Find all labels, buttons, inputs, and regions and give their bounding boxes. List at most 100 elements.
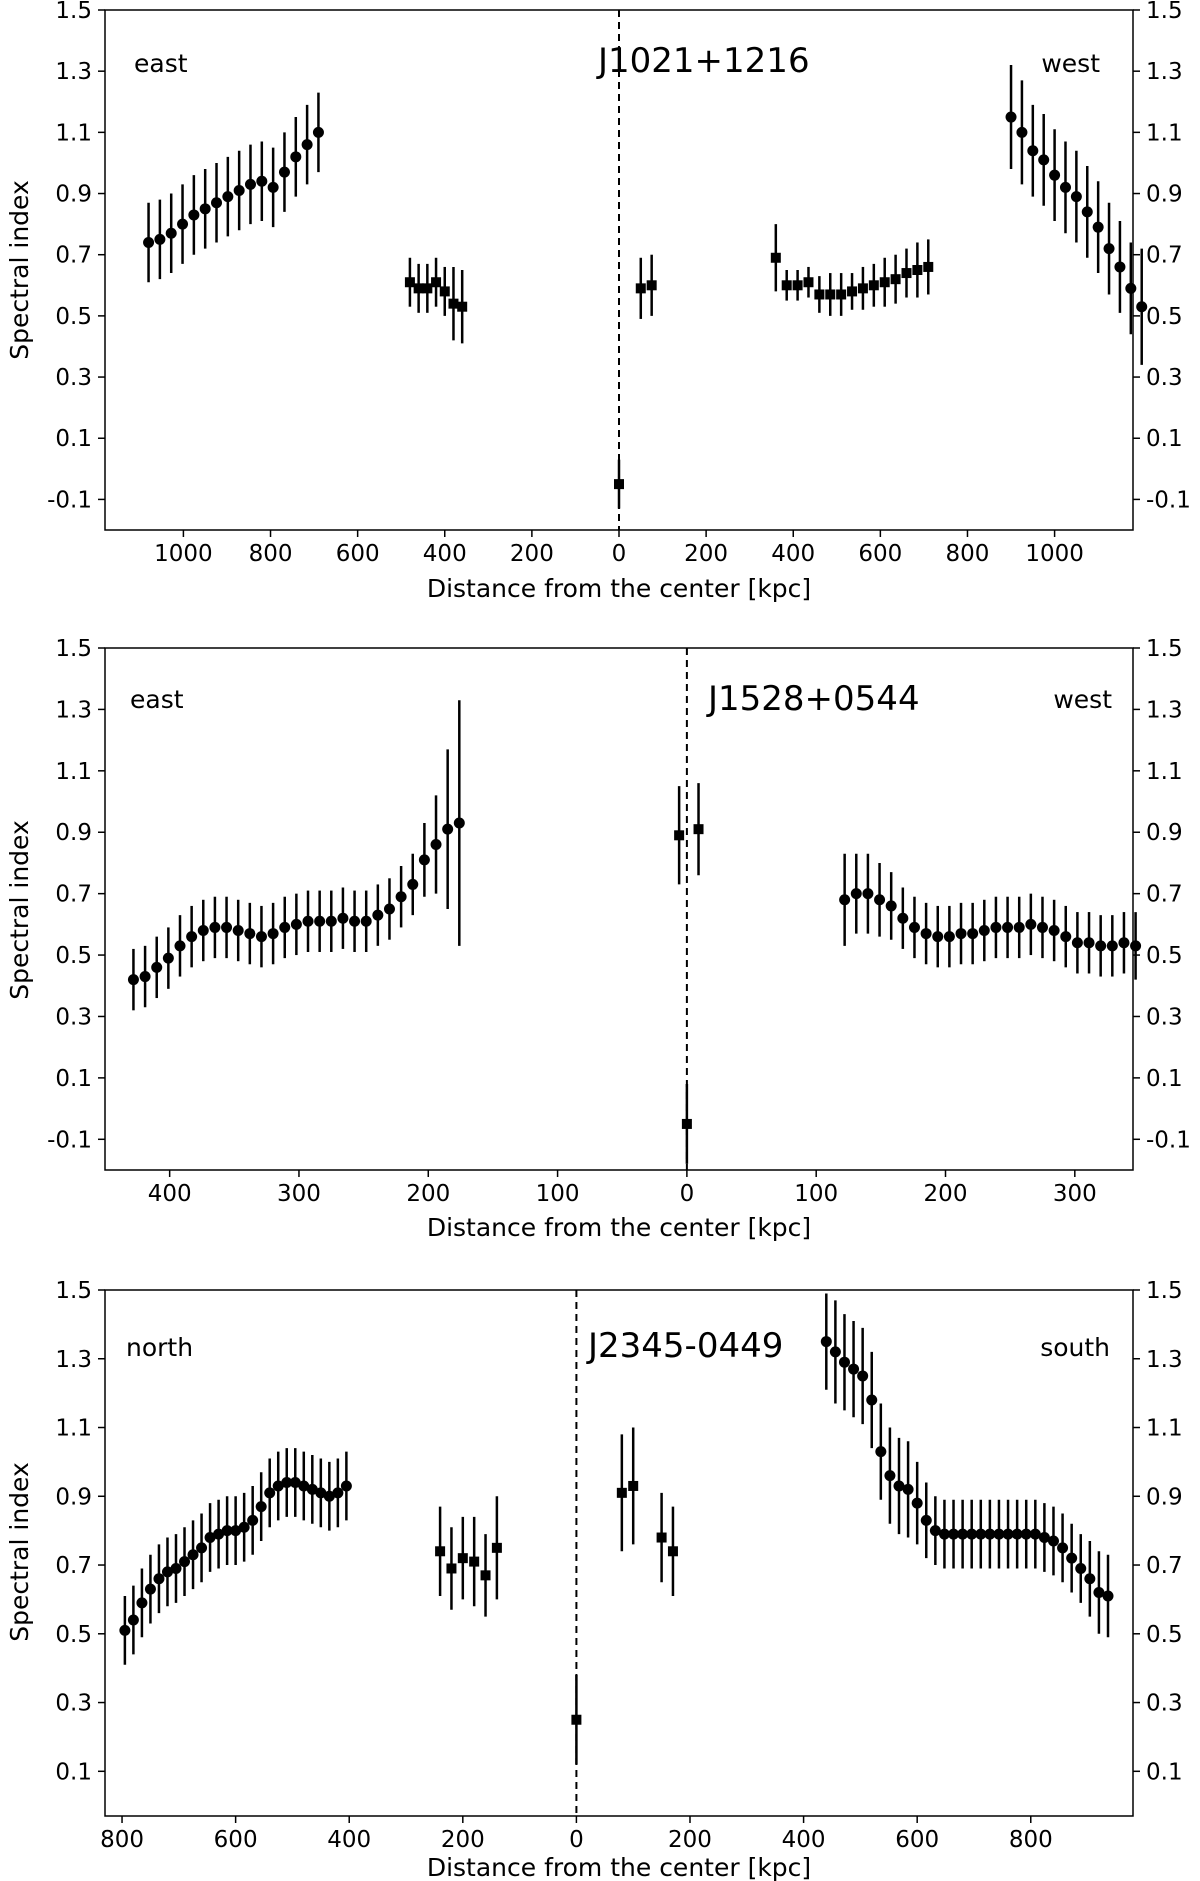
data-point-circle [1070, 191, 1082, 203]
x-tick-label: 1000 [154, 541, 213, 567]
data-point-square [681, 1118, 692, 1129]
data-point-circle [222, 191, 234, 203]
data-point-square [480, 1570, 491, 1581]
data-point-circle [1081, 206, 1093, 218]
data-point-circle [932, 931, 944, 943]
data-point-square [435, 1546, 446, 1557]
data-point-circle [143, 236, 155, 248]
data-point-circle [838, 1356, 850, 1368]
x-tick-label: 100 [794, 1181, 838, 1207]
y-tick-label-right: 1.5 [1146, 636, 1183, 662]
y-tick-label-left: 1.1 [55, 120, 92, 146]
y-tick-label-left: 1.5 [55, 0, 92, 24]
data-point-circle [1049, 169, 1061, 181]
data-point-square [836, 289, 847, 300]
y-tick-label-right: 1.3 [1146, 1347, 1183, 1373]
panel-j1528-0544: 400 300 200 100 0 100 200 300 -0.1 -0.1 0.1 0.1 0.3 0… [5, 636, 1191, 1242]
data-point-circle [897, 912, 909, 924]
x-tick-label: 400 [148, 1181, 192, 1207]
y-tick-label-right: 0.9 [1146, 820, 1183, 846]
data-point-circle [418, 854, 430, 866]
data-point-circle [1038, 1532, 1050, 1544]
x-axis-label: Distance from the center [kpc] [427, 1213, 811, 1242]
data-point-circle [948, 1528, 960, 1540]
data-point-circle [1071, 937, 1083, 949]
data-point-square [901, 268, 912, 279]
data-point-circle [289, 1477, 301, 1489]
data-point-square [656, 1532, 667, 1543]
data-point-square [491, 1542, 502, 1553]
left-direction-label: east [134, 49, 188, 78]
data-point-circle [1013, 921, 1025, 933]
x-tick-label: 800 [100, 1827, 144, 1853]
data-point-circle [161, 1566, 173, 1578]
plot-frame [104, 647, 1134, 1171]
y-tick-label-right: 0.5 [1146, 943, 1183, 969]
data-point-circle [238, 1521, 250, 1533]
data-point-circle [920, 1514, 932, 1526]
data-point-circle [255, 931, 267, 943]
data-point-circle [255, 1501, 267, 1513]
data-point-circle [256, 175, 268, 187]
x-tick-label: 300 [1053, 1181, 1097, 1207]
data-point-circle [165, 227, 177, 239]
y-tick-label-left: -0.1 [47, 1127, 92, 1153]
data-point-circle [1083, 937, 1095, 949]
data-point-square [667, 1546, 678, 1557]
data-point-circle [154, 233, 166, 245]
y-tick-label-right: 1.3 [1146, 697, 1183, 723]
data-point-circle [862, 888, 874, 900]
data-point-circle [290, 918, 302, 930]
y-tick-label-left: 0.1 [55, 1759, 92, 1785]
y-tick-label-right: 0.3 [1146, 1691, 1183, 1717]
data-point-circle [144, 1583, 156, 1595]
data-point-circle [127, 974, 139, 986]
data-point-square [422, 283, 433, 294]
y-tick-label-left: 1.5 [55, 636, 92, 662]
data-point-square [448, 298, 459, 309]
data-point-circle [372, 909, 384, 921]
x-tick-label: 800 [1009, 1827, 1053, 1853]
left-direction-label: north [126, 1333, 193, 1362]
data-point-square [404, 277, 415, 288]
data-point-circle [272, 1480, 284, 1492]
data-point-circle [1025, 918, 1037, 930]
data-point-circle [395, 891, 407, 903]
data-point-circle [1027, 145, 1039, 157]
x-tick-label: 600 [858, 541, 902, 567]
data-point-circle [323, 1490, 335, 1502]
axis-ticks: 1000 800 600 400 200 0 200 400 600 800 1000 -0.1 -0.… [47, 0, 1191, 567]
data-point-circle [211, 197, 223, 209]
y-tick-label-right: 0.1 [1146, 426, 1183, 452]
data-point-circle [196, 1542, 208, 1554]
y-tick-label-left: 0.7 [55, 243, 92, 269]
data-point-circle [325, 915, 337, 927]
data-point-circle [893, 1480, 905, 1492]
data-point-circle [153, 1573, 165, 1585]
x-tick-label: 800 [249, 541, 293, 567]
x-tick-label: 400 [771, 541, 815, 567]
y-tick-label-right: 0.7 [1146, 1553, 1183, 1579]
data-point-circle [875, 1446, 887, 1458]
right-direction-label: west [1041, 49, 1100, 78]
data-point-circle [1118, 937, 1130, 949]
data-point-circle [1038, 154, 1050, 166]
data-point-circle [874, 894, 886, 906]
data-point-circle [186, 931, 198, 943]
y-tick-label-right: -0.1 [1146, 1127, 1191, 1153]
y-tick-label-right: 1.3 [1146, 59, 1183, 85]
data-point-circle [1005, 111, 1017, 123]
y-tick-label-left: 0.9 [55, 182, 92, 208]
data-point-circle [943, 931, 955, 943]
data-point-circle [866, 1394, 878, 1406]
data-point-circle [839, 894, 851, 906]
data-point-square [781, 280, 792, 291]
data-point-circle [139, 971, 151, 983]
data-point-circle [312, 126, 324, 138]
data-point-circle [244, 928, 256, 940]
data-point-circle [1102, 1590, 1114, 1602]
y-tick-label-left: 0.1 [55, 1066, 92, 1092]
y-tick-label-right: 0.9 [1146, 1484, 1183, 1510]
y-tick-label-right: 0.5 [1146, 1622, 1183, 1648]
data-point-square [616, 1487, 627, 1498]
